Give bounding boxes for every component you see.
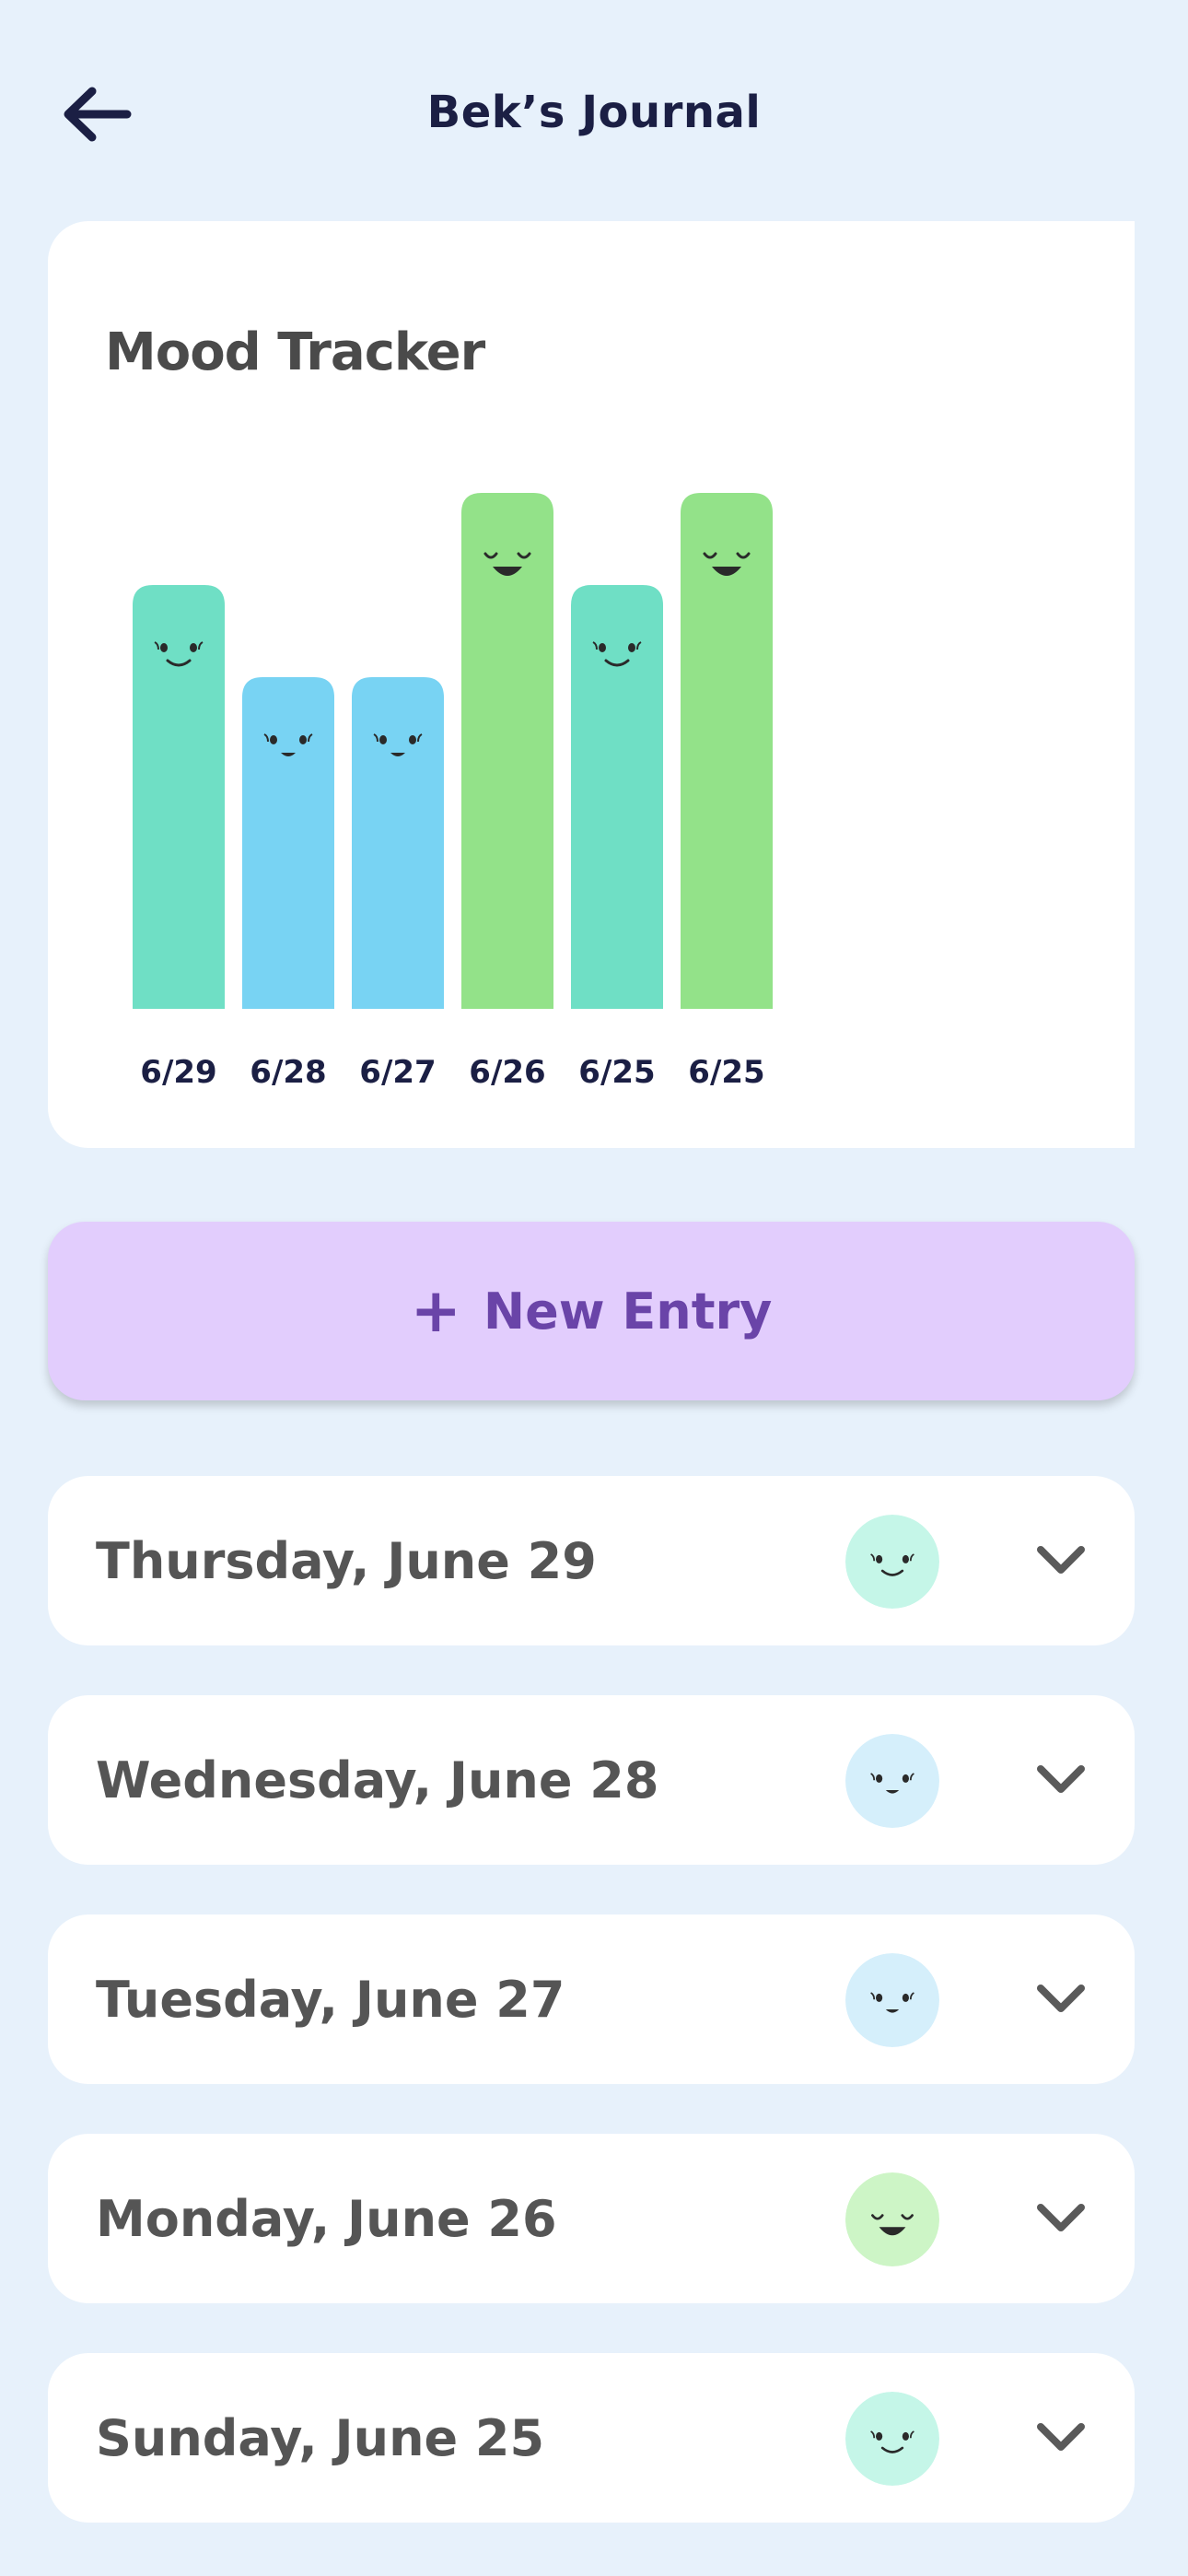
entry-date: Tuesday, June 27 <box>96 1970 565 2029</box>
chart-bar <box>133 585 225 1009</box>
entry-date: Wednesday, June 28 <box>96 1751 659 1809</box>
chart-x-label: 6/25 <box>688 1054 764 1091</box>
content-face-icon <box>592 641 642 667</box>
neutral-face-icon <box>870 1992 914 2013</box>
chart-bar-rect <box>352 677 444 1009</box>
journal-entry-row[interactable]: Wednesday, June 28 <box>48 1695 1135 1865</box>
chart-bar-rect <box>242 677 334 1009</box>
entry-date: Monday, June 26 <box>96 2189 557 2248</box>
chart-bar-rect <box>571 585 663 1009</box>
chevron-down-icon[interactable] <box>1033 1972 1089 2027</box>
chart-bar-rect <box>133 585 225 1009</box>
new-entry-label: New Entry <box>483 1282 773 1341</box>
chevron-down-icon[interactable] <box>1033 1752 1089 1808</box>
chart-bar-rect <box>681 493 773 1009</box>
journal-entry-row[interactable]: Tuesday, June 27 <box>48 1914 1135 2084</box>
chevron-down-icon[interactable] <box>1033 1533 1089 1588</box>
mood-face-icon <box>845 2172 939 2266</box>
mood-tracker-title: Mood Tracker <box>105 322 485 382</box>
happy-face-icon <box>871 2214 914 2236</box>
arrow-left-icon <box>64 87 132 142</box>
mood-tracker-card: Mood Tracker 6/29 6/28 6/27 6/26 6/25 6/25 <box>48 221 1135 1148</box>
neutral-face-icon <box>373 733 423 756</box>
mood-face-icon <box>845 1734 939 1828</box>
mood-chart: 6/29 6/28 6/27 6/26 6/25 6/25 <box>133 493 773 1091</box>
content-face-icon <box>154 641 204 667</box>
chart-bar <box>461 493 553 1009</box>
entry-date: Sunday, June 25 <box>96 2408 545 2467</box>
mood-face-icon <box>845 1953 939 2047</box>
new-entry-button[interactable]: + New Entry <box>48 1222 1135 1400</box>
chart-bar <box>681 493 773 1009</box>
chart-bar <box>242 677 334 1009</box>
chart-x-label: 6/26 <box>469 1054 545 1091</box>
chevron-down-icon[interactable] <box>1033 2410 1089 2465</box>
happy-face-icon <box>483 552 531 576</box>
content-face-icon <box>870 2430 914 2453</box>
plus-icon: + <box>410 1275 461 1346</box>
happy-face-icon <box>703 552 751 576</box>
content-face-icon <box>870 1553 914 1576</box>
journal-entry-row[interactable]: Thursday, June 29 <box>48 1476 1135 1645</box>
chart-bar-rect <box>461 493 553 1009</box>
chart-x-label: 6/27 <box>359 1054 436 1091</box>
entry-date: Thursday, June 29 <box>96 1531 597 1590</box>
neutral-face-icon <box>263 733 313 756</box>
chart-x-label: 6/29 <box>140 1054 216 1091</box>
mood-face-icon <box>845 2392 939 2486</box>
page-title: Bek’s Journal <box>426 87 762 138</box>
chart-bar <box>571 585 663 1009</box>
chart-x-label: 6/28 <box>250 1054 326 1091</box>
journal-entry-row[interactable]: Sunday, June 25 <box>48 2353 1135 2523</box>
journal-entry-row[interactable]: Monday, June 26 <box>48 2134 1135 2303</box>
chart-x-label: 6/25 <box>578 1054 655 1091</box>
chevron-down-icon[interactable] <box>1033 2191 1089 2246</box>
chart-bar <box>352 677 444 1009</box>
mood-face-icon <box>845 1515 939 1609</box>
top-bar: Bek’s Journal <box>0 0 1188 230</box>
neutral-face-icon <box>870 1773 914 1794</box>
back-button[interactable] <box>57 81 136 147</box>
